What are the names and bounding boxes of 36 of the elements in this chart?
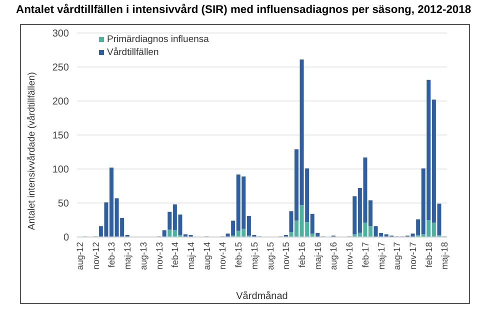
y-tick-label: 300	[52, 28, 70, 40]
x-axis-title: Vårdmånad	[236, 290, 288, 302]
y-tick-label: 50	[58, 198, 70, 210]
y-tick-label: 100	[52, 164, 70, 176]
x-tick-label: aug-16	[328, 242, 339, 270]
x-tick-label: feb-18	[424, 242, 434, 268]
x-tick-label: nov-17	[408, 242, 418, 270]
x-tick-label: maj-18	[440, 242, 450, 270]
x-tick-label: nov-13	[154, 242, 164, 270]
x-tick-label: maj-13	[122, 242, 133, 270]
x-tick-label: feb-13	[106, 242, 117, 268]
x-tick-label: aug-13	[138, 242, 148, 270]
legend-label: Primärdiagnos influensa	[107, 33, 209, 46]
x-tick-label: aug-12	[75, 242, 86, 270]
x-tick-label: maj-15	[249, 242, 260, 270]
x-tick-label: nov-16	[344, 242, 355, 270]
x-tick-label: feb-16	[297, 242, 308, 268]
x-tick-label: feb-14	[170, 242, 180, 268]
x-tick-label: feb-15	[234, 242, 244, 268]
x-tick-label: maj-16	[312, 242, 323, 270]
x-tick-label: maj-14	[186, 242, 196, 270]
x-tick-label: nov-14	[218, 242, 228, 270]
chart-title: Antalet vårdtillfällen i intensivvård (SIR) med influensadiagnos per säsong, 2012-2018	[16, 4, 472, 16]
x-tick-label: nov-15	[281, 242, 292, 270]
x-tick-label: aug-17	[392, 242, 402, 270]
y-axis-title: Antalet intensivvårdade (vårdtillfällen)	[26, 72, 38, 230]
x-tick-label: maj-17	[376, 242, 386, 270]
x-tick-label: nov-12	[90, 242, 101, 270]
y-tick-label: 250	[52, 62, 70, 74]
x-tick-label: aug-14	[202, 242, 212, 270]
y-tick-label: 0	[63, 232, 70, 244]
legend-label: Vårdtillfällen	[107, 46, 159, 59]
y-tick-label: 150	[52, 130, 70, 142]
y-tick-label: 200	[52, 96, 70, 108]
x-tick-label: aug-15	[265, 242, 276, 270]
x-tick-label: feb-17	[360, 242, 370, 268]
